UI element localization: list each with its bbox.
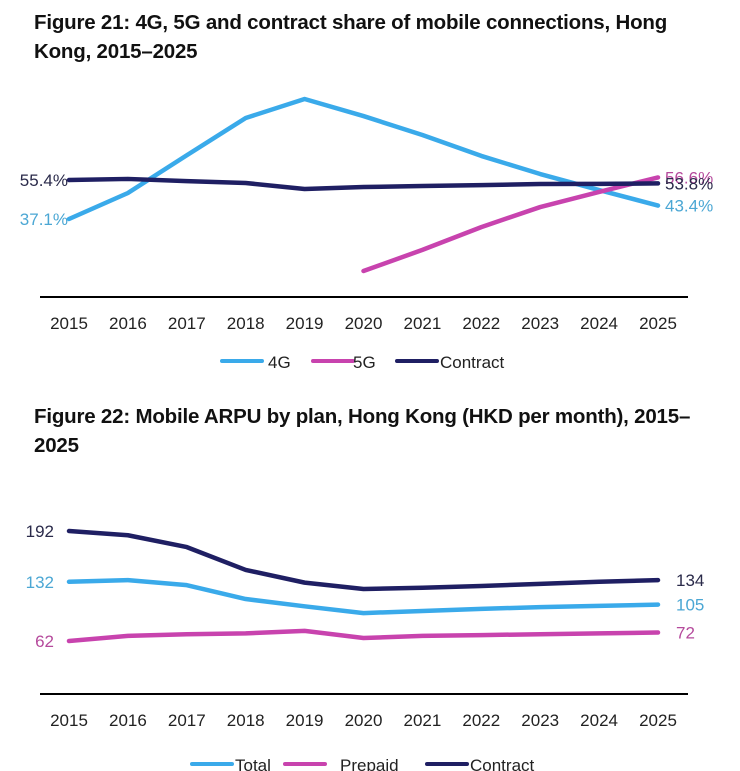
x-tick-label: 2021 [403, 314, 441, 333]
end-label-contract: 53.8% [665, 174, 713, 193]
start-label-contract: 55.4% [20, 171, 68, 190]
end-label-4g: 43.4% [665, 197, 713, 216]
x-tick-label: 2024 [580, 711, 618, 730]
legend-label-contract: Contract [440, 353, 505, 372]
figure-21-chart: 2015 2016 2017 2018 2019 2020 2021 2022 2023 2024… [20, 96, 713, 372]
x-tick-label: 2018 [227, 314, 265, 333]
x-tick-label: 2016 [109, 711, 147, 730]
start-label-4g: 37.1% [20, 210, 68, 229]
legend-label-contract: Contract [470, 756, 535, 771]
figure-22-title: Figure 22: Mobile ARPU by plan, Hong Kon… [34, 405, 691, 457]
x-tick-label: 2023 [521, 711, 559, 730]
x-tick-label: 2025 [639, 314, 677, 333]
x-tick-label: 2019 [286, 314, 324, 333]
end-label-total: 105 [676, 596, 704, 615]
x-tick-label: 2017 [168, 711, 206, 730]
x-tick-label: 2016 [109, 314, 147, 333]
x-tick-label: 2023 [521, 314, 559, 333]
start-label-prepaid: 62 [35, 632, 54, 651]
start-label-total: 132 [26, 573, 54, 592]
series-line-contract [66, 528, 661, 592]
legend-label-4g: 4G [268, 353, 291, 372]
x-tick-label: 2015 [50, 314, 88, 333]
x-tick-label: 2021 [403, 711, 441, 730]
end-label-prepaid: 72 [676, 624, 695, 643]
figure-21-title: Figure 21: 4G, 5G and contract share of … [34, 11, 668, 63]
legend-label-5g: 5G [353, 353, 376, 372]
x-tick-label: 2020 [345, 711, 383, 730]
x-tick-label: 2017 [168, 314, 206, 333]
start-label-contract: 192 [26, 522, 54, 541]
x-tick-label: 2018 [227, 711, 265, 730]
x-tick-label: 2025 [639, 711, 677, 730]
x-tick-label: 2024 [580, 314, 618, 333]
end-label-contract: 134 [676, 571, 704, 590]
legend-label-total: Total [235, 756, 271, 771]
series-line-5g [361, 175, 661, 274]
x-tick-label: 2015 [50, 711, 88, 730]
x-tick-label: 2020 [345, 314, 383, 333]
end-label-5g: 56.6% [665, 168, 713, 187]
x-tick-label: 2022 [462, 314, 500, 333]
legend-label-prepaid: Prepaid [340, 756, 399, 771]
x-tick-label: 2019 [286, 711, 324, 730]
x-tick-label: 2022 [462, 711, 500, 730]
series-line-prepaid [66, 628, 661, 644]
